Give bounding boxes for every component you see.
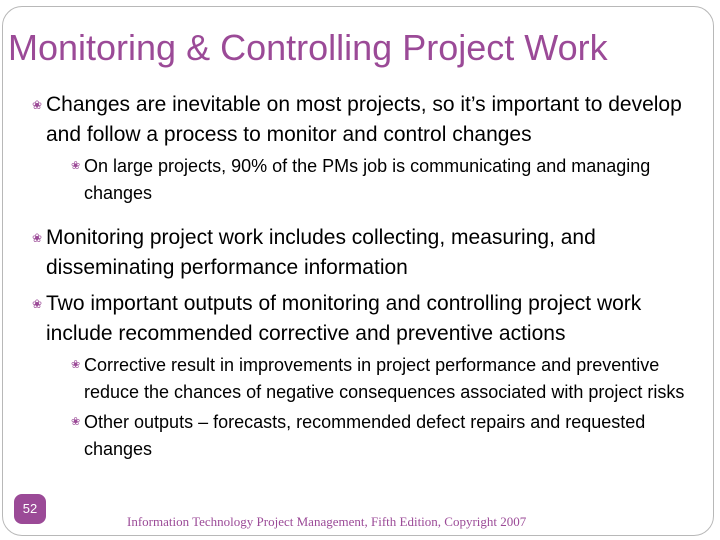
bullet-text: Corrective result in improvements in pro… bbox=[84, 355, 685, 402]
slide-frame bbox=[2, 6, 714, 536]
bullet-text: Monitoring project work includes collect… bbox=[46, 226, 596, 279]
bullet-item: ❀ Two important outputs of monitoring an… bbox=[32, 289, 706, 349]
bullet-icon: ❀ bbox=[71, 359, 81, 371]
bullet-text: Other outputs – forecasts, recommended d… bbox=[84, 412, 646, 459]
bullet-list: ❀ Changes are inevitable on most project… bbox=[0, 84, 720, 463]
bullet-text: On large projects, 90% of the PMs job is… bbox=[84, 156, 651, 203]
slide-title: Monitoring & Controlling Project Work bbox=[8, 27, 608, 68]
sub-bullet-item: ❀ Other outputs – forecasts, recommended… bbox=[71, 409, 694, 463]
sub-bullet-item: ❀ Corrective result in improvements in p… bbox=[71, 352, 694, 406]
footer-text: Information Technology Project Managemen… bbox=[127, 514, 527, 529]
bullet-icon: ❀ bbox=[71, 416, 81, 428]
bullet-icon: ❀ bbox=[71, 160, 81, 172]
bullet-text: Changes are inevitable on most projects,… bbox=[46, 93, 682, 146]
bullet-text: Two important outputs of monitoring and … bbox=[46, 292, 642, 345]
sub-bullet-item: ❀ On large projects, 90% of the PMs job … bbox=[71, 153, 694, 207]
bullet-icon: ❀ bbox=[32, 231, 43, 245]
bullet-icon: ❀ bbox=[32, 98, 43, 112]
bullet-icon: ❀ bbox=[32, 297, 43, 311]
bullet-item: ❀ Monitoring project work includes colle… bbox=[32, 223, 706, 283]
page-number-badge: 52 bbox=[14, 494, 46, 524]
bullet-item: ❀ Changes are inevitable on most project… bbox=[32, 90, 706, 150]
